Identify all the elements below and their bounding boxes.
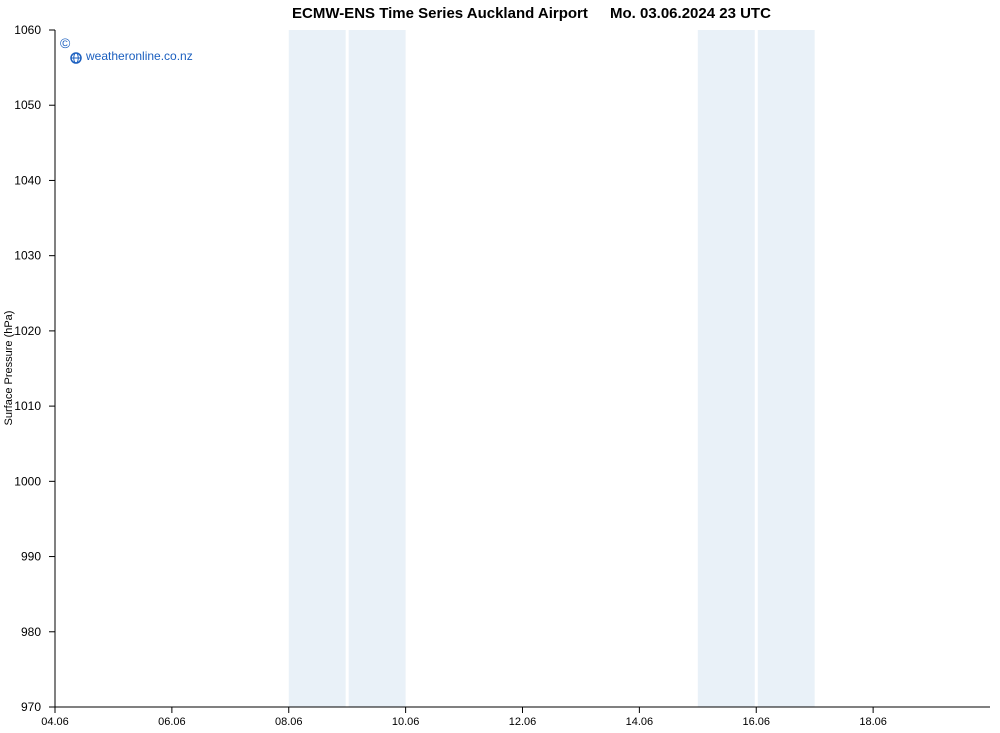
y-tick-label: 1020 (14, 324, 41, 338)
weekend-band (698, 30, 756, 707)
y-tick-label: 1040 (14, 173, 41, 187)
weekend-band (756, 30, 814, 707)
y-tick-label: 980 (21, 625, 41, 639)
y-tick-label: 1000 (14, 474, 41, 488)
y-tick-label: 1030 (14, 249, 41, 263)
x-tick-label: 12.06 (509, 716, 537, 728)
weekend-band (289, 30, 347, 707)
y-tick-label: 1010 (14, 399, 41, 413)
y-tick-label: 1050 (14, 98, 41, 112)
chart-title-left: ECMW-ENS Time Series Auckland Airport (292, 5, 588, 22)
x-tick-label: 14.06 (626, 716, 654, 728)
y-tick-label: 990 (21, 550, 41, 564)
chart-svg: 970 980 990 1000 1010 1020 1030 1040 1050 1060 04.… (0, 0, 1000, 733)
chart-background (0, 0, 1000, 733)
x-tick-label: 04.06 (41, 716, 69, 728)
watermark-copyright: © (60, 35, 71, 51)
x-tick-label: 16.06 (742, 716, 770, 728)
x-tick-label: 08.06 (275, 716, 303, 728)
pressure-chart: 970 980 990 1000 1010 1020 1030 1040 1050 1060 04.… (0, 0, 1000, 733)
chart-title-right: Mo. 03.06.2024 23 UTC (610, 5, 771, 22)
x-tick-label: 18.06 (859, 716, 887, 728)
watermark-text: weatheronline.co.nz (85, 49, 193, 63)
y-tick-label: 1060 (14, 23, 41, 37)
x-tick-label: 06.06 (158, 716, 186, 728)
x-tick-label: 10.06 (392, 716, 420, 728)
y-axis-label: Surface Pressure (hPa) (3, 311, 15, 426)
y-tick-label: 970 (21, 700, 41, 714)
weekend-band (347, 30, 405, 707)
